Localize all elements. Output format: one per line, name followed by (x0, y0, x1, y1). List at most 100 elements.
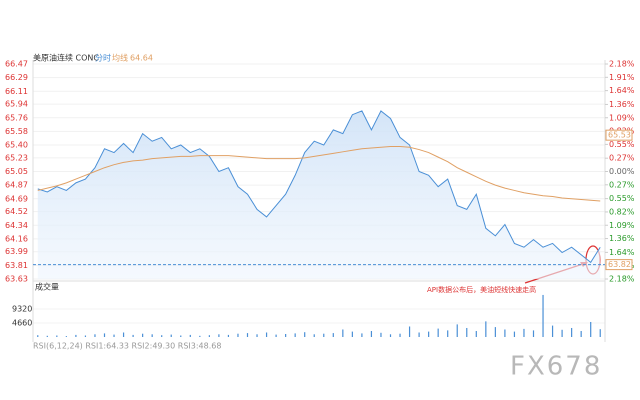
indicator-text: RSI(6,12,24) RSI1:64.33 RSI2:49.30 RSI3:… (33, 342, 221, 351)
y2-tick-label: 1.09% (609, 113, 635, 122)
volume-bar (408, 326, 411, 337)
volume-bar (94, 334, 96, 337)
y-tick-label: 64.69 (5, 194, 28, 203)
volume-bar (132, 334, 134, 337)
volume-bar (361, 333, 363, 337)
y-tick-label: 66.11 (5, 87, 28, 96)
y2-tick-label: 1.36% (609, 234, 635, 243)
footer-bg (342, 350, 640, 400)
y2-tick-label: 0.55% (609, 194, 635, 203)
volume-bar (389, 334, 392, 337)
volume-bar (56, 335, 58, 337)
volume-bar (580, 330, 582, 337)
volume-bar (475, 330, 477, 337)
price-area (37, 110, 601, 280)
volume-bar (513, 331, 516, 337)
volume-bar (599, 329, 601, 337)
volume-bar (542, 294, 544, 337)
y-tick-label: 65.94 (5, 100, 28, 109)
series-line (37, 110, 601, 264)
y-tick-label: 65.40 (5, 141, 28, 150)
volume-bar (208, 335, 210, 337)
y2-tick-label: 1.91% (609, 73, 635, 82)
legend-series: 均线 (112, 53, 128, 63)
volume-bar (466, 327, 468, 337)
y2-tick-label: 1.09% (609, 221, 635, 230)
volume-bar (323, 333, 325, 337)
y-tick-label: 65.23 (5, 153, 28, 162)
volume-bar (170, 334, 172, 337)
volume-bar (494, 327, 496, 337)
volume-bar (46, 335, 48, 337)
volume-bar (227, 334, 230, 337)
y-tick-label: 63.99 (5, 247, 28, 256)
volume-bar (456, 324, 458, 337)
y2-tick-label: 1.64% (609, 248, 635, 257)
volume-bar (418, 332, 420, 337)
y-tick-label: 64.34 (5, 221, 28, 230)
volume-bar (285, 333, 287, 337)
volume-bar (218, 334, 220, 337)
volume-bar (113, 334, 115, 337)
average-value: 64.64 (130, 54, 153, 63)
y-tick-label: 64.87 (5, 181, 28, 190)
volume-bar (103, 333, 106, 337)
y2-tick-label: 0.55% (609, 140, 635, 149)
chart-title: 美原油连续 CONC (33, 53, 99, 63)
volume-bar (561, 329, 563, 337)
volume-bar (256, 334, 258, 337)
volume-bar (447, 330, 449, 337)
volume-bar (265, 332, 268, 337)
price-tag-box (605, 129, 633, 141)
volume-bar (37, 335, 39, 337)
y2-tick-label: 2.18% (609, 60, 635, 69)
volume-bar (351, 331, 353, 337)
volume-title: 成交量 (35, 282, 59, 292)
price-tag-box (605, 259, 633, 271)
volume-bar (504, 329, 506, 337)
volume-bar (189, 334, 191, 337)
volume-bar (294, 333, 296, 337)
volume-bar (380, 332, 382, 337)
volume-bar (342, 329, 344, 337)
volume-bar (180, 335, 182, 337)
y-tick-label: 65.58 (5, 127, 28, 136)
volume-bar (551, 325, 554, 337)
y2-tick-label: 1.36% (609, 100, 635, 109)
volume-bar (523, 328, 525, 337)
price-tag: 63.82 (608, 260, 631, 269)
volume-bar (75, 334, 77, 337)
volume-bar (332, 333, 334, 337)
volume-bar (304, 332, 306, 337)
y2-tick-label: 0.27% (609, 154, 635, 163)
y-tick-label: 64.16 (5, 234, 28, 243)
volume-bar (151, 334, 153, 337)
volume-bar (237, 333, 239, 337)
y2-tick-label: 1.64% (609, 86, 635, 95)
volume-tick-label: 4660 (12, 319, 32, 328)
y-tick-label: 66.47 (5, 60, 28, 69)
volume-bar (399, 333, 401, 337)
series-line (37, 146, 601, 202)
legend-series: 分时 (95, 53, 111, 63)
y2-tick-label: 2.18% (609, 275, 635, 284)
volume-bar (437, 328, 439, 337)
y-tick-label: 65.76 (5, 113, 28, 122)
y2-tick-label: 0.82% (609, 207, 635, 216)
volume-bar (532, 330, 535, 337)
y2-tick-label: 0.27% (609, 180, 635, 189)
volume-bar (275, 334, 277, 337)
volume-tick-label: 9320 (12, 305, 32, 314)
volume-bar (161, 335, 163, 337)
annotation: API数据公布后，美油短线快速走高 (427, 285, 536, 294)
volume-bar (485, 321, 487, 337)
y-tick-label: 66.29 (5, 73, 28, 82)
volume-bar (571, 327, 573, 337)
y-tick-label: 63.63 (5, 275, 28, 284)
volume-bar (370, 330, 373, 337)
y-tick-label: 64.52 (5, 207, 28, 216)
volume-bar (142, 333, 144, 337)
volume-bar (122, 332, 125, 337)
y-tick-label: 65.05 (5, 167, 28, 176)
watermark: FX678 (510, 352, 602, 382)
